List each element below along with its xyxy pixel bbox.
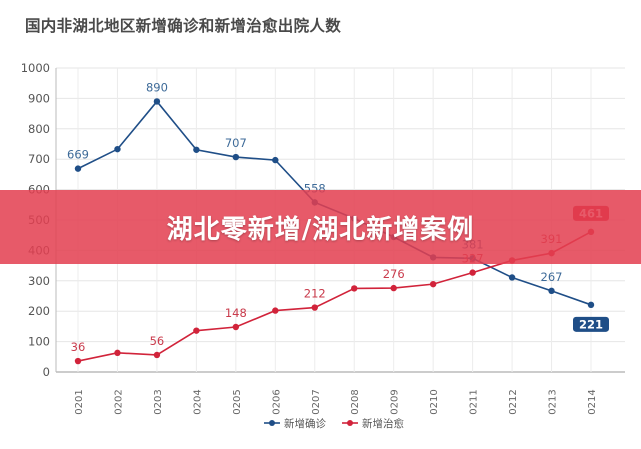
- legend-label: 新增确诊: [284, 417, 326, 430]
- data-point: [351, 285, 358, 292]
- data-point: [548, 287, 555, 295]
- legend-label: 新增治愈: [362, 417, 404, 430]
- x-tick-label: 0211: [469, 389, 480, 414]
- data-point: [232, 323, 240, 331]
- data-label: 212: [304, 287, 326, 301]
- y-tick-label: 300: [28, 274, 50, 288]
- data-label: 276: [383, 267, 405, 281]
- data-point: [193, 327, 200, 334]
- legend-marker: [269, 420, 275, 426]
- end-badge: [573, 316, 609, 332]
- y-tick-label: 800: [28, 122, 50, 136]
- x-tick-label: 0208: [350, 389, 361, 414]
- chart-title: 国内非湖北地区新增确诊和新增治愈出院人数: [25, 17, 342, 35]
- data-point: [469, 269, 476, 276]
- data-label: 56: [150, 334, 165, 348]
- data-label: 707: [225, 136, 247, 150]
- x-tick-label: 0214: [587, 389, 598, 414]
- y-tick-label: 700: [28, 152, 50, 166]
- x-tick-label: 0212: [508, 389, 519, 414]
- data-label: 36: [71, 340, 86, 354]
- headline-banner: 湖北零新增/湖北新增案例: [0, 190, 641, 264]
- data-label: 669: [67, 148, 89, 162]
- y-tick-label: 1000: [21, 61, 50, 75]
- data-point: [114, 349, 121, 357]
- data-label: 148: [225, 306, 247, 320]
- x-tick-label: 0210: [429, 389, 440, 414]
- data-label: 267: [541, 270, 563, 284]
- data-point: [232, 153, 240, 161]
- data-point: [272, 307, 279, 314]
- y-tick-label: 0: [43, 365, 50, 379]
- x-tick-label: 0206: [271, 389, 282, 414]
- y-tick-label: 900: [28, 91, 50, 105]
- end-badge-label: 221: [579, 317, 603, 331]
- axis-layer: 0100200300400500600700800900100002010202…: [21, 61, 598, 415]
- data-point: [114, 145, 121, 153]
- x-tick-label: 0204: [192, 389, 203, 414]
- x-tick-label: 0207: [311, 389, 322, 414]
- x-tick-label: 0202: [113, 389, 124, 414]
- data-point: [74, 165, 82, 172]
- x-tick-label: 0213: [548, 389, 559, 414]
- data-point: [311, 304, 318, 311]
- x-tick-label: 0205: [232, 389, 243, 414]
- data-point: [429, 280, 437, 288]
- data-point: [153, 98, 161, 105]
- data-point: [153, 351, 161, 359]
- data-point: [587, 301, 595, 309]
- data-point: [508, 274, 516, 281]
- data-point: [74, 357, 82, 365]
- x-tick-label: 0201: [74, 389, 85, 414]
- data-point: [272, 156, 279, 164]
- x-tick-label: 0203: [153, 389, 164, 414]
- data-point: [193, 146, 200, 153]
- y-tick-label: 200: [28, 304, 50, 318]
- data-point: [390, 284, 397, 292]
- legend-marker: [347, 420, 353, 426]
- banner-text: 湖北零新增/湖北新增案例: [166, 214, 475, 245]
- y-tick-label: 100: [28, 335, 50, 349]
- grid-layer: [56, 67, 625, 373]
- data-label: 890: [146, 80, 168, 94]
- legend[interactable]: 新增确诊 新增治愈: [264, 417, 404, 430]
- x-tick-label: 0209: [390, 389, 401, 414]
